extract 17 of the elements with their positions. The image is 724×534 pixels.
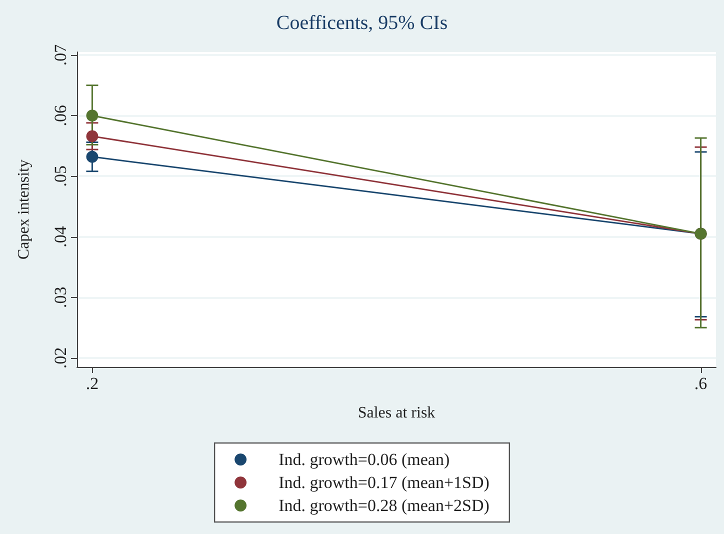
legend-label: Ind. growth=0.28 (mean+2SD) [278, 496, 490, 515]
y-tick-label: .02 [51, 347, 70, 369]
y-tick-label: .07 [51, 44, 70, 66]
y-tick-label: .05 [51, 166, 70, 187]
y-tick-label: .03 [51, 286, 70, 308]
x-tick-label: .6 [694, 374, 708, 393]
x-tick-label: .2 [86, 374, 99, 393]
y-axis-title: Capex intensity [16, 160, 32, 260]
y-tick-label: .06 [51, 104, 70, 126]
chart-title: Coefficents, 95% CIs [276, 12, 448, 34]
y-tick-label: .04 [51, 226, 70, 248]
point [86, 150, 98, 163]
legend-label: Ind. growth=0.06 (mean) [278, 450, 450, 469]
legend-label: Ind. growth=0.17 (mean+1SD) [278, 473, 490, 492]
point [86, 130, 98, 142]
point [86, 110, 98, 122]
x-axis-title: Sales at risk [358, 404, 436, 422]
